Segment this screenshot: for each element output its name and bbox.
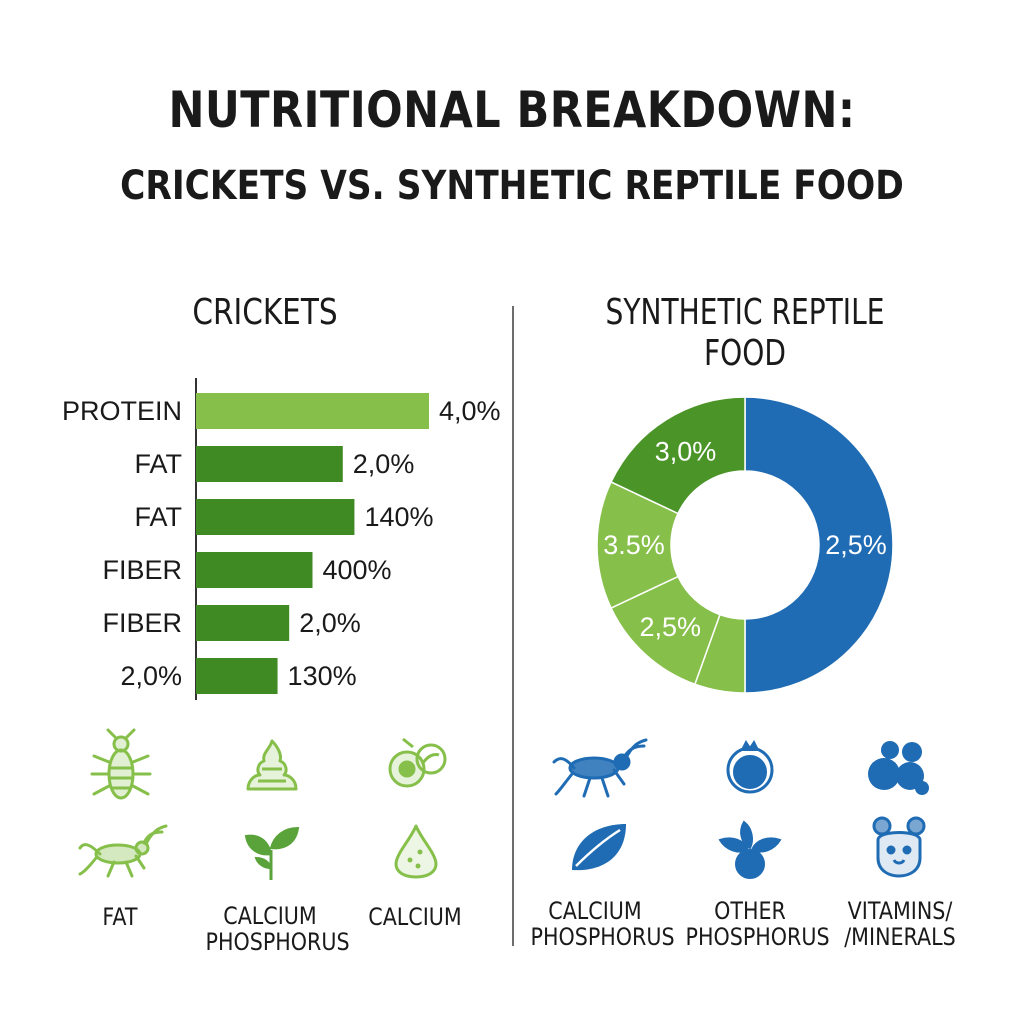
bar-value-label-6: 130%	[288, 661, 357, 691]
bar-5	[196, 605, 290, 641]
bar-2	[196, 446, 343, 482]
caption-other-phosphorus-line-1: OTHER	[714, 897, 786, 925]
donut-slice-label-5: 3,0%	[655, 436, 717, 466]
crickets-bar-chart: PROTEIN 4,0% FAT 2,0% FAT 140% FIBER 400% FIBER 2…	[62, 378, 501, 700]
bar-category-label-2: FAT	[134, 449, 182, 479]
donut-slice-5	[610, 396, 746, 515]
crickets-panel-title: CRICKETS	[192, 292, 338, 333]
page-subtitle: CRICKETS VS. SYNTHETIC REPTILE FOOD	[120, 163, 904, 209]
plant-leaves-icon	[244, 826, 300, 880]
caption-calcium-phosphorus-left: CALCIUM PHOSPHORUS	[205, 902, 350, 956]
bar-value-label-1: 4,0%	[439, 396, 501, 426]
bar-value-label-3: 140%	[364, 502, 433, 532]
caption-calcium-phosphorus-right-line-1: CALCIUM	[548, 897, 642, 925]
bar-1	[196, 393, 429, 429]
food-pile-icon	[246, 739, 298, 791]
seeds-icon	[388, 737, 447, 788]
caption-other-phosphorus: OTHER PHOSPHORUS	[685, 897, 830, 951]
berry-leaves-icon	[718, 820, 782, 879]
caption-fat: FAT	[102, 903, 138, 931]
caption-calcium-phosphorus-right-line-2: PHOSPHORUS	[530, 923, 675, 951]
caption-other-phosphorus-line-2: PHOSPHORUS	[685, 923, 830, 951]
bar-value-label-2: 2,0%	[353, 449, 415, 479]
caption-vitamins-minerals-line-1: VITAMINS/	[847, 897, 953, 925]
donut-slice-label-4: 3.5%	[603, 530, 665, 560]
leaf-icon	[572, 824, 626, 871]
panel-divider	[512, 306, 514, 946]
bar-category-label-6: 2,0%	[120, 661, 182, 691]
bar-value-label-5: 2,0%	[299, 608, 361, 638]
water-drop-icon	[394, 824, 438, 879]
page-title: NUTRITIONAL BREAKDOWN:	[168, 81, 856, 139]
synthetic-donut-chart: 2,5% 2,5% 3.5% 3,0%	[596, 396, 894, 694]
animal-face-icon	[872, 816, 926, 878]
caption-vitamins-minerals: VITAMINS//MINERALS	[840, 898, 960, 950]
donut-slice-label-3: 2,5%	[640, 612, 702, 642]
header: NUTRITIONAL BREAKDOWN: CRICKETS VS. SYNT…	[0, 78, 1024, 216]
caption-vitamins-minerals-line-2: /MINERALS	[844, 923, 956, 951]
insect-larva-icon	[90, 728, 152, 800]
bar-value-label-4: 400%	[323, 555, 392, 585]
cricket-icon	[78, 824, 168, 878]
bar-category-label-5: FIBER	[102, 608, 182, 638]
cricket-icon	[552, 738, 648, 798]
donut-slice-1	[744, 396, 894, 694]
caption-calcium: CALCIUM	[368, 903, 462, 931]
synthetic-panel-title: SYNTHETIC REPTILE FOOD	[605, 292, 885, 374]
bar-category-label-3: FAT	[134, 502, 182, 532]
bar-category-label-4: FIBER	[102, 555, 182, 585]
bar-category-label-1: PROTEIN	[62, 396, 182, 426]
donut-slice-label-1: 2,5%	[825, 530, 887, 560]
bar-4	[196, 552, 313, 588]
bar-3	[196, 499, 355, 535]
caption-calcium-phosphorus-left-line-2: PHOSPHORUS	[205, 928, 350, 956]
berry-icon	[726, 740, 774, 794]
pellets-icon	[868, 741, 929, 795]
caption-calcium-phosphorus-left-line-1: CALCIUM	[223, 902, 317, 930]
bar-6	[196, 658, 278, 694]
caption-calcium-phosphorus-right: CALCIUM PHOSPHORUS	[530, 897, 675, 951]
